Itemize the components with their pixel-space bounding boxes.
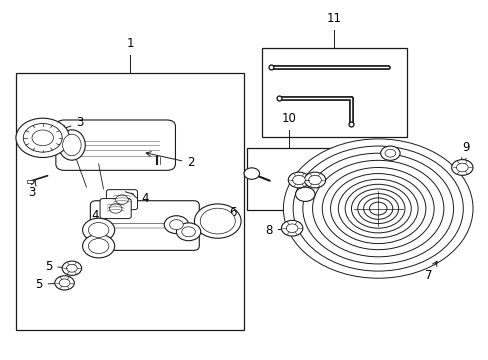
- Circle shape: [357, 194, 398, 224]
- Circle shape: [164, 216, 188, 234]
- Bar: [16, 73, 244, 330]
- Circle shape: [363, 198, 392, 219]
- Circle shape: [302, 153, 453, 264]
- FancyBboxPatch shape: [106, 190, 137, 210]
- Circle shape: [109, 204, 122, 213]
- Circle shape: [312, 160, 443, 257]
- Text: 8: 8: [265, 224, 288, 237]
- Text: 4: 4: [91, 208, 114, 222]
- Circle shape: [308, 175, 321, 185]
- Circle shape: [59, 279, 70, 287]
- Circle shape: [451, 159, 472, 175]
- Circle shape: [292, 146, 462, 271]
- Circle shape: [244, 168, 259, 179]
- Circle shape: [456, 163, 467, 172]
- Bar: [261, 48, 407, 137]
- Text: 11: 11: [326, 12, 341, 24]
- Circle shape: [351, 189, 404, 228]
- Circle shape: [281, 220, 302, 236]
- Circle shape: [283, 139, 472, 278]
- Circle shape: [182, 227, 195, 237]
- Circle shape: [23, 123, 62, 152]
- Circle shape: [380, 146, 399, 160]
- Text: 10: 10: [282, 112, 296, 125]
- Circle shape: [322, 167, 433, 249]
- Circle shape: [176, 223, 201, 241]
- Text: 5: 5: [35, 278, 63, 291]
- Text: 2: 2: [146, 152, 194, 169]
- Text: 4: 4: [130, 193, 148, 206]
- Circle shape: [295, 187, 314, 202]
- FancyBboxPatch shape: [100, 199, 131, 219]
- Circle shape: [82, 218, 115, 242]
- Text: 5: 5: [45, 260, 70, 273]
- Circle shape: [32, 130, 53, 146]
- Circle shape: [287, 172, 309, 188]
- FancyBboxPatch shape: [90, 201, 199, 250]
- Circle shape: [369, 202, 386, 215]
- Circle shape: [194, 204, 241, 238]
- Circle shape: [200, 208, 235, 234]
- Circle shape: [169, 220, 183, 230]
- Text: 7: 7: [424, 261, 436, 282]
- FancyBboxPatch shape: [56, 120, 175, 170]
- Circle shape: [330, 174, 425, 244]
- Text: 1: 1: [126, 37, 134, 50]
- Circle shape: [338, 179, 417, 238]
- Circle shape: [384, 149, 395, 157]
- Text: 9: 9: [461, 141, 468, 163]
- Circle shape: [55, 276, 74, 290]
- Circle shape: [88, 222, 109, 238]
- Circle shape: [304, 172, 325, 188]
- Bar: [246, 148, 331, 210]
- Text: 6: 6: [222, 206, 236, 219]
- Bar: [27, 180, 33, 183]
- Circle shape: [62, 261, 81, 275]
- Text: 3: 3: [61, 116, 83, 130]
- Circle shape: [345, 184, 410, 233]
- Circle shape: [292, 175, 305, 185]
- Circle shape: [88, 239, 109, 253]
- Text: 3: 3: [28, 180, 36, 199]
- Circle shape: [286, 224, 297, 233]
- Ellipse shape: [62, 134, 81, 156]
- Circle shape: [66, 264, 77, 272]
- Circle shape: [16, 118, 69, 157]
- Ellipse shape: [59, 130, 85, 160]
- Circle shape: [116, 195, 128, 204]
- Circle shape: [82, 234, 115, 258]
